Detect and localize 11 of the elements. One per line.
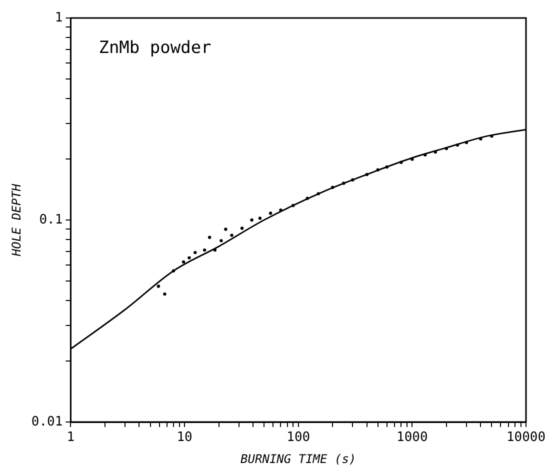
x-tick-label: 1000 xyxy=(396,430,428,446)
y-tick-label: 0.1 xyxy=(39,212,63,228)
x-tick-label: 1 xyxy=(66,430,75,446)
x-tick-label: 100 xyxy=(286,430,310,446)
x-tick-label: 10000 xyxy=(506,430,546,446)
x-tick-label: 10 xyxy=(176,430,192,446)
y-tick-label: 0.01 xyxy=(31,414,63,430)
x-axis-title: BURNING TIME (s) xyxy=(240,452,356,466)
y-tick-label: 1 xyxy=(54,10,63,26)
annotation: ZnMb powder xyxy=(98,38,212,58)
y-axis-title: HOLE DEPTH xyxy=(9,183,24,258)
